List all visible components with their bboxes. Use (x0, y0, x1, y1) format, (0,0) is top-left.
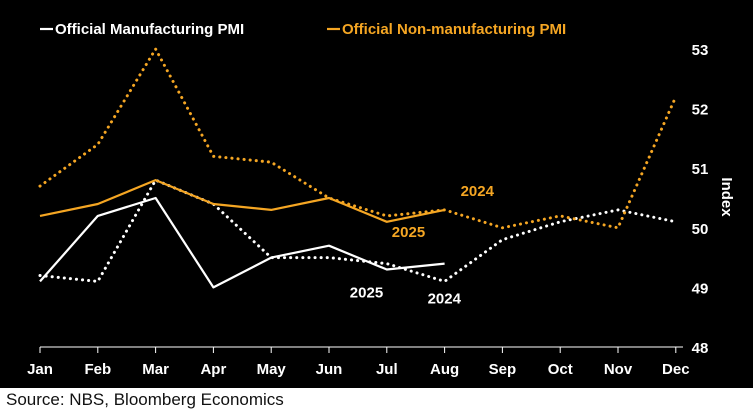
annotation-2024-0: 2024 (461, 183, 495, 200)
data-point-manufacturing-2024-may (270, 256, 272, 258)
x-tick-label-aug: Aug (430, 361, 459, 378)
data-point-non-manufacturing-2024-sep (501, 227, 503, 229)
data-point-non-manufacturing-2025-jan (39, 215, 41, 217)
x-tick-label-jan: Jan (27, 361, 53, 378)
data-point-non-manufacturing-2025-apr (212, 203, 214, 205)
annotation-2025-1: 2025 (392, 224, 425, 241)
series-line-manufacturing-2025 (39, 196, 445, 289)
y-tick-label-49: 49 (692, 280, 709, 297)
data-point-manufacturing-2025-apr (212, 286, 214, 288)
series-line-non-manufacturing-2025 (39, 179, 445, 223)
data-point-non-manufacturing-2024-jun (328, 197, 330, 199)
data-point-non-manufacturing-2024-aug (443, 209, 445, 211)
annotation-2024-3: 2024 (428, 290, 462, 307)
legend-label-1: Official Non-manufacturing PMI (342, 21, 566, 38)
y-tick-label-51: 51 (692, 161, 709, 178)
data-point-non-manufacturing-2024-oct (559, 215, 561, 217)
chart-panel: Jan Feb Mar Apr May Jun Jul Aug Sep Oct Nov Dec 48 49… (0, 0, 753, 388)
data-point-non-manufacturing-2024-jul (386, 215, 388, 217)
x-tick-label-may: May (257, 361, 287, 378)
x-tick-label-nov: Nov (604, 361, 633, 378)
x-tick-label-mar: Mar (142, 361, 169, 378)
x-tick-label-feb: Feb (84, 361, 111, 378)
series-line-manufacturing-2024 (38, 178, 678, 283)
data-point-manufacturing-2025-jun (328, 244, 330, 246)
data-point-manufacturing-2025-aug (443, 262, 445, 264)
data-point-non-manufacturing-2024-mar (154, 48, 156, 50)
y-axis-title: Index (718, 177, 735, 217)
y-tick-label-48: 48 (692, 340, 709, 357)
y-tick-label-52: 52 (692, 102, 709, 119)
source-note: Source: NBS, Bloomberg Economics (6, 390, 284, 409)
data-point-manufacturing-2024-aug (443, 280, 445, 282)
y-tick-label-53: 53 (692, 42, 709, 59)
data-point-manufacturing-2025-mar (154, 197, 156, 199)
x-tick-label-dec: Dec (662, 361, 690, 378)
data-point-manufacturing-2024-nov (617, 209, 619, 211)
data-point-non-manufacturing-2024-feb (97, 143, 99, 145)
x-tick-label-jun: Jun (316, 361, 343, 378)
data-point-non-manufacturing-2025-jul (386, 221, 388, 223)
data-point-manufacturing-2024-jul (386, 262, 388, 264)
data-point-non-manufacturing-2024-jan (39, 185, 41, 187)
data-point-manufacturing-2025-feb (97, 215, 99, 217)
data-point-non-manufacturing-2024-nov (617, 227, 619, 229)
data-point-manufacturing-2025-jul (386, 268, 388, 270)
series-line-non-manufacturing-2024 (38, 47, 678, 230)
data-point-non-manufacturing-2025-may (270, 209, 272, 211)
annotation-2025-2: 2025 (350, 285, 383, 302)
legend-label-0: Official Manufacturing PMI (55, 21, 244, 38)
data-point-non-manufacturing-2025-mar (154, 179, 156, 181)
x-tick-label-oct: Oct (548, 361, 573, 378)
data-point-non-manufacturing-2024-dec (675, 95, 677, 97)
x-tick-label-jul: Jul (376, 361, 398, 378)
data-point-non-manufacturing-2025-feb (97, 203, 99, 205)
data-point-manufacturing-2024-oct (559, 221, 561, 223)
x-tick-label-apr: Apr (200, 361, 226, 378)
data-point-manufacturing-2024-sep (501, 239, 503, 241)
y-tick-label-50: 50 (692, 221, 709, 238)
data-point-manufacturing-2024-jan (39, 274, 41, 276)
data-point-manufacturing-2024-feb (97, 280, 99, 282)
x-tick-label-sep: Sep (489, 361, 517, 378)
data-point-non-manufacturing-2024-may (270, 161, 272, 163)
data-point-manufacturing-2024-dec (675, 221, 677, 223)
data-point-manufacturing-2025-jan (39, 280, 41, 282)
data-point-manufacturing-2024-jun (328, 256, 330, 258)
data-point-non-manufacturing-2024-apr (212, 155, 214, 157)
